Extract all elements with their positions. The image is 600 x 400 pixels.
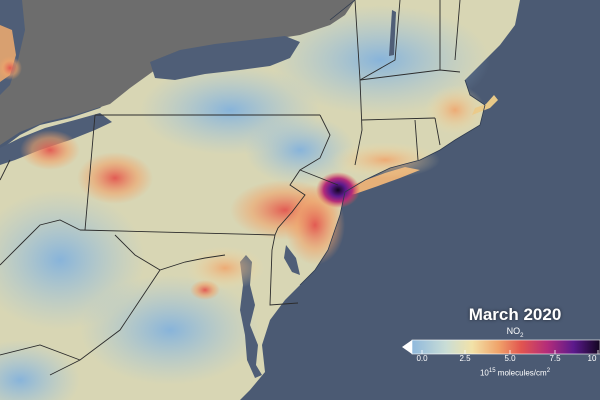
colorbar-arrow-left: [402, 340, 412, 354]
land-cool-region: [0, 340, 80, 400]
colorbar-tick-label: 10: [587, 354, 597, 363]
colorbar-tick-label: 5.0: [504, 354, 516, 363]
legend-units: 1015 molecules/cm2: [440, 368, 590, 378]
hotspot-cleveland: [20, 130, 80, 170]
land-cool-region: [245, 115, 355, 185]
hotspot-boston: [425, 85, 485, 135]
colorbar: [411, 339, 600, 355]
legend-variable: NO2: [440, 326, 590, 339]
hotspot-albany: [0, 56, 22, 80]
hotspot-connecticut: [330, 142, 440, 178]
coastline: [299, 0, 486, 286]
colorbar-ticks: [421, 350, 599, 354]
hotspot-virginia: [190, 280, 220, 300]
hotspot-pittsburgh: [77, 152, 153, 204]
lake-ontario: [150, 36, 300, 80]
state-borders: [0, 0, 461, 376]
lake-champlain: [389, 10, 396, 56]
land-cool-region: [270, 5, 490, 115]
legend-variable-sub: 2: [520, 332, 524, 339]
units-exponent: 15: [488, 368, 496, 374]
land-cool-region: [80, 275, 260, 385]
hotspot-new-york-city: [316, 172, 360, 208]
units-sup: 2: [546, 368, 551, 374]
delaware-bay: [284, 245, 300, 275]
hotspot-baltimore-dc: [185, 246, 265, 290]
colorbar-tick-label: 2.5: [459, 354, 471, 363]
colorbar-tick-label: 0.0: [416, 354, 428, 363]
legend-title: March 2020: [468, 305, 562, 324]
legend-variable-base: NO: [506, 326, 521, 336]
land-canada: [0, 0, 355, 145]
colorbar-tick-label: 7.5: [549, 354, 561, 363]
units-base: 10: [479, 368, 489, 378]
units-rest: molecules/cm: [495, 368, 547, 378]
